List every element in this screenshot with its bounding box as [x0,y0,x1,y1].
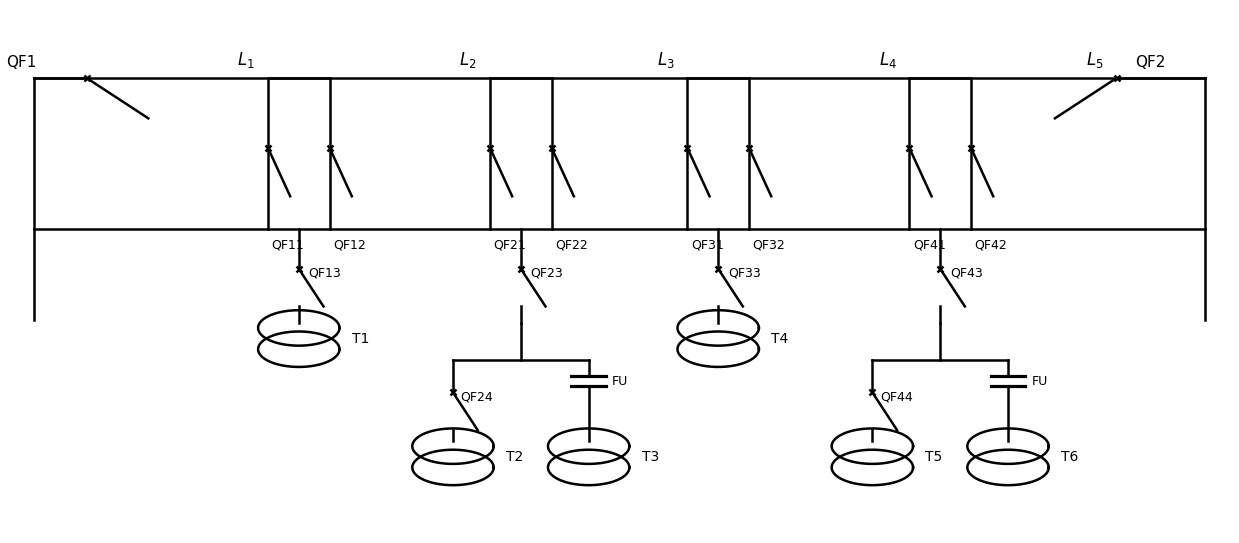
Text: QF41: QF41 [913,238,945,251]
Text: QF22: QF22 [555,238,589,251]
Text: T4: T4 [771,332,788,345]
Text: QF11: QF11 [271,238,305,251]
Text: T3: T3 [642,450,659,464]
Text: QF23: QF23 [530,266,564,279]
Text: T5: T5 [926,450,943,464]
Text: T2: T2 [506,450,523,464]
Text: QF2: QF2 [1135,55,1166,70]
Text: QF42: QF42 [975,238,1007,251]
Text: QF21: QF21 [493,238,527,251]
Text: QF32: QF32 [753,238,786,251]
Text: FU: FU [1032,375,1048,388]
Text: $L_4$: $L_4$ [878,49,897,70]
Text: $L_2$: $L_2$ [460,49,477,70]
Text: $L_1$: $L_1$ [237,49,255,70]
Text: QF31: QF31 [691,238,724,251]
Text: $L_5$: $L_5$ [1085,49,1104,70]
Text: $L_3$: $L_3$ [657,49,674,70]
Text: QF43: QF43 [950,266,983,279]
Text: QF13: QF13 [309,266,342,279]
Text: FU: FU [612,375,628,388]
Text: QF33: QF33 [729,266,761,279]
Text: T1: T1 [352,332,369,345]
Text: T6: T6 [1061,450,1078,464]
Text: QF12: QF12 [333,238,366,251]
Text: QF1: QF1 [6,55,37,70]
Text: QF44: QF44 [880,391,912,404]
Text: QF24: QF24 [461,391,493,404]
